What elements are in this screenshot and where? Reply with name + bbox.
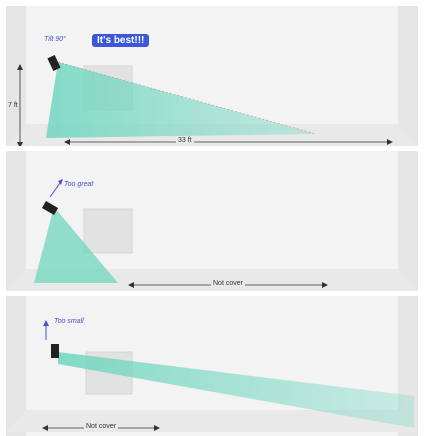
left-wall xyxy=(6,6,26,146)
distance-label: Not cover xyxy=(211,280,245,287)
camera-icon xyxy=(41,201,59,215)
left-wall xyxy=(6,151,26,291)
coverage-beam xyxy=(46,62,316,138)
tilt-arrow xyxy=(49,182,61,198)
coverage-beam xyxy=(34,207,118,283)
right-wall xyxy=(398,6,418,146)
angle-label: Too small xyxy=(54,318,84,325)
left-wall xyxy=(6,296,26,436)
best-badge: It's best!!! xyxy=(92,34,150,47)
room-scene-1 xyxy=(6,6,418,146)
right-wall xyxy=(398,151,418,291)
panel-angle-too-small: Too small Not cover xyxy=(6,296,418,436)
distance-label: 33 ft xyxy=(176,137,194,144)
room-scene-2 xyxy=(6,151,418,291)
camera-icon xyxy=(51,344,59,358)
panel-angle-too-great: Too great Not cover xyxy=(6,151,418,291)
panel-best-angle: Tilt 90° It's best!!! 7 ft 33 ft xyxy=(6,6,418,146)
wall-panel xyxy=(83,208,133,254)
distance-label: Not cover xyxy=(84,423,118,430)
angle-label: Tilt 90° xyxy=(44,36,66,43)
height-label: 7 ft xyxy=(8,102,18,109)
room-scene-3 xyxy=(6,296,418,436)
coverage-beam xyxy=(58,352,414,428)
camera-icon xyxy=(47,54,61,72)
angle-label: Too great xyxy=(64,181,94,188)
